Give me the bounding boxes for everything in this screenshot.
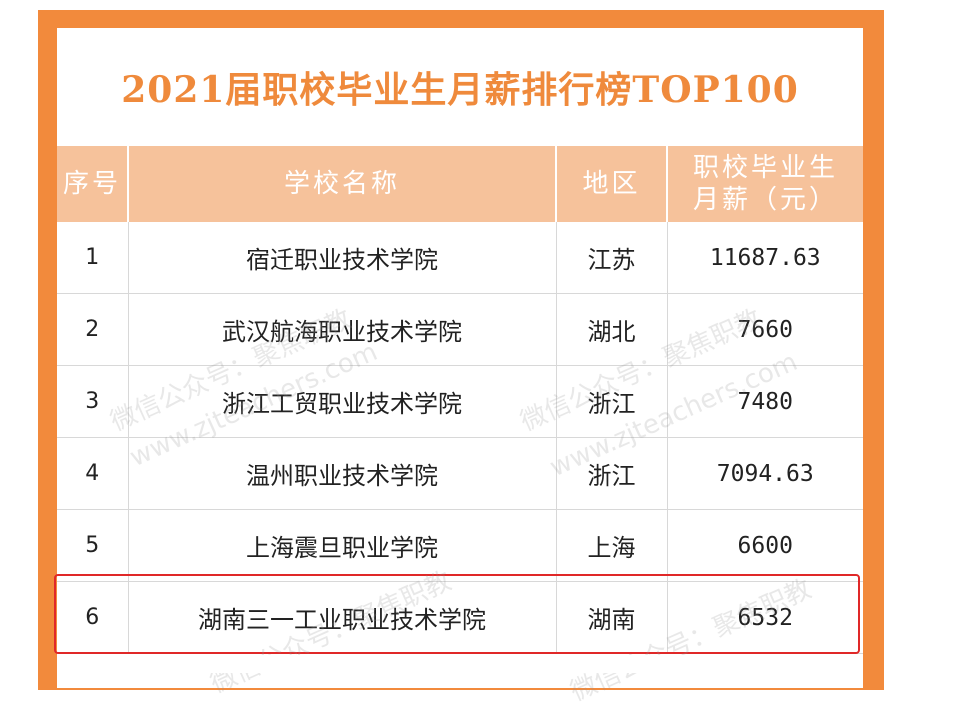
cell-school: 宿迁职业技术学院 (128, 222, 557, 294)
cell-region: 浙江 (556, 365, 668, 438)
table-row: 1 宿迁职业技术学院 江苏 11687.63 (57, 222, 863, 294)
cell-region: 湖北 (556, 293, 668, 366)
cell-school: 湖南三一工业职业技术学院 (128, 581, 557, 654)
cell-region: 浙江 (556, 437, 668, 510)
cell-salary: 7094.63 (667, 437, 863, 510)
header-region: 地区 (556, 146, 668, 222)
page-title: 2021届职校毕业生月薪排行榜TOP100 (121, 69, 799, 111)
cell-rank: 1 (57, 222, 129, 294)
cell-rank: 2 (57, 293, 129, 366)
ranking-table: 序号 学校名称 地区 职校毕业生 月薪（元） 1 宿迁职业技术学院 江苏 116… (57, 146, 863, 654)
cell-salary: 6532 (667, 581, 863, 654)
cell-region: 湖南 (556, 581, 668, 654)
cell-region: 江苏 (556, 222, 668, 294)
cell-rank: 4 (57, 437, 129, 510)
cell-school: 浙江工贸职业技术学院 (128, 365, 557, 438)
cell-region: 上海 (556, 509, 668, 582)
cell-rank: 3 (57, 365, 129, 438)
table-row: 4 温州职业技术学院 浙江 7094.63 (57, 437, 863, 510)
cell-salary: 7660 (667, 293, 863, 366)
header-salary-line1: 职校毕业生 (692, 152, 838, 183)
table-row: 5 上海震旦职业学院 上海 6600 (57, 509, 863, 582)
header-salary: 职校毕业生 月薪（元） (667, 146, 863, 222)
cell-school: 上海震旦职业学院 (128, 509, 557, 582)
cell-rank: 6 (57, 581, 129, 654)
cell-rank: 5 (57, 509, 129, 582)
table-header-row: 序号 学校名称 地区 职校毕业生 月薪（元） (57, 146, 863, 222)
cell-salary: 11687.63 (667, 222, 863, 294)
table-row: 2 武汉航海职业技术学院 湖北 7660 (57, 293, 863, 366)
header-school: 学校名称 (128, 146, 557, 222)
table-row: 3 浙江工贸职业技术学院 浙江 7480 (57, 365, 863, 438)
table-row-highlighted: 6 湖南三一工业职业技术学院 湖南 6532 (57, 581, 863, 654)
cell-salary: 6600 (667, 509, 863, 582)
sheet-bottom (57, 655, 863, 673)
header-salary-line2: 月薪（元） (692, 185, 838, 215)
header-rank: 序号 (57, 146, 129, 222)
cell-school: 武汉航海职业技术学院 (128, 293, 557, 366)
cell-salary: 7480 (667, 365, 863, 438)
cell-school: 温州职业技术学院 (128, 437, 557, 510)
